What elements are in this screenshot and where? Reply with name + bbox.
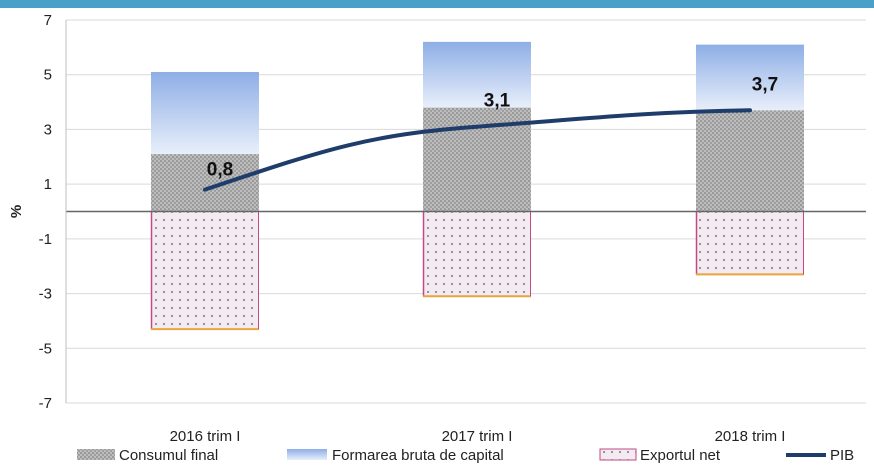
- bar-exportul-net: [423, 211, 531, 297]
- y-tick-label: -5: [39, 340, 52, 357]
- pib-line: [203, 108, 752, 192]
- legend-label: PIB: [830, 447, 854, 464]
- bar-consumul-final: [696, 110, 804, 212]
- bar-formarea-bruta: [423, 41, 531, 108]
- pib-line-group: 0,8 3,1 3,7: [203, 74, 778, 192]
- y-tick-label: 3: [44, 121, 52, 138]
- x-axis-categories: 2016 trim I 2017 trim I 2018 trim I: [170, 428, 786, 445]
- legend-swatch: [287, 449, 327, 460]
- y-tick-label: 7: [44, 12, 52, 29]
- y-axis-ticks: -7 -5 -3 -1 1 3 5 7: [39, 12, 52, 412]
- bar-exportul-net: [696, 211, 804, 275]
- bar-exportul-net: [151, 211, 259, 330]
- y-tick-label: -1: [39, 231, 52, 248]
- pib-data-label: 0,8: [207, 160, 233, 181]
- bars: [150, 41, 804, 331]
- legend-swatch: [599, 448, 637, 461]
- y-tick-label: 5: [44, 67, 52, 84]
- y-tick-label: -3: [39, 286, 52, 303]
- header-strip: [0, 0, 874, 8]
- x-category-label: 2018 trim I: [715, 428, 786, 445]
- legend-swatch: [77, 449, 115, 460]
- legend-label: Formarea bruta de capital: [332, 447, 504, 464]
- bar-formarea-bruta: [151, 71, 259, 155]
- bar-formarea-bruta: [696, 44, 804, 111]
- y-tick-label: -7: [39, 395, 52, 412]
- legend: Consumul final Formarea bruta de capital E…: [77, 447, 854, 464]
- legend-consumul-final: Consumul final: [77, 447, 218, 464]
- bar-consumul-final: [151, 154, 259, 212]
- legend-formarea-bruta: Formarea bruta de capital: [287, 447, 504, 464]
- y-axis-label: %: [8, 205, 25, 218]
- legend-pib: PIB: [786, 447, 854, 464]
- y-tick-label: 1: [44, 176, 52, 193]
- legend-label: Consumul final: [119, 447, 218, 464]
- x-category-label: 2017 trim I: [442, 428, 513, 445]
- pib-data-label: 3,7: [752, 74, 778, 95]
- pib-data-label: 3,1: [484, 91, 511, 112]
- legend-label: Exportul net: [640, 447, 721, 464]
- legend-exportul-net: Exportul net: [599, 447, 721, 464]
- x-category-label: 2016 trim I: [170, 428, 241, 445]
